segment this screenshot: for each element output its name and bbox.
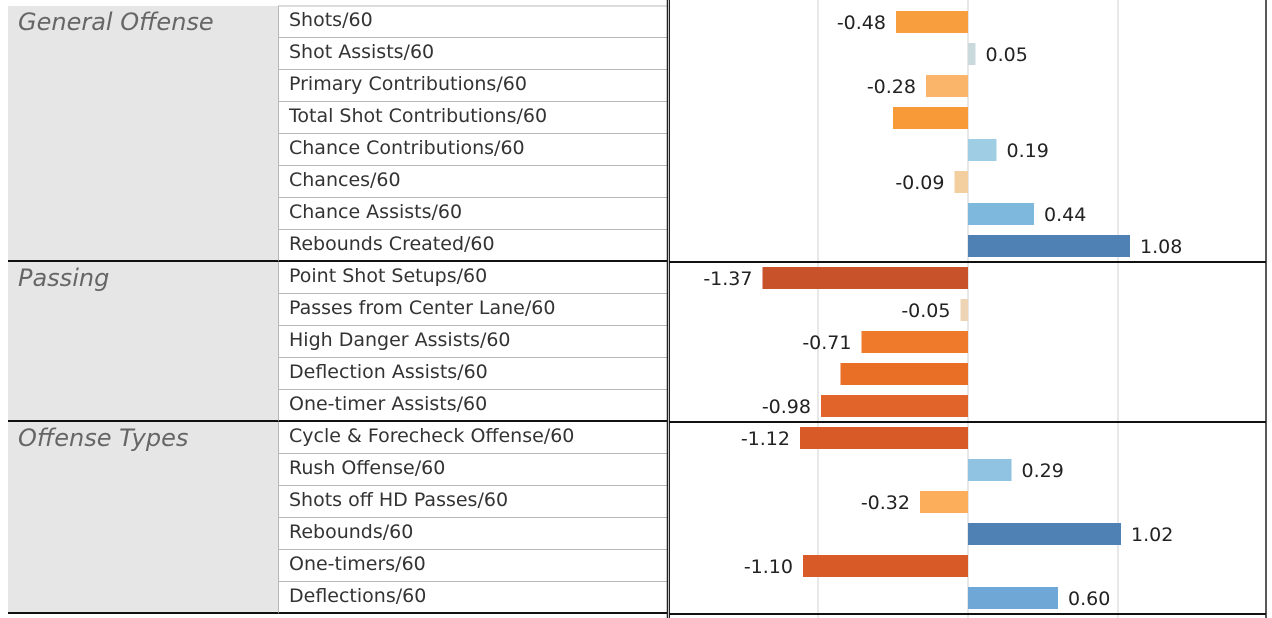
bar <box>861 331 968 353</box>
bar <box>968 235 1130 257</box>
bar <box>803 555 968 577</box>
metric-label: Point Shot Setups/60 <box>289 265 488 287</box>
bar <box>926 75 968 97</box>
metric-label: One-timer Assists/60 <box>289 393 488 415</box>
metric-label: Passes from Center Lane/60 <box>289 297 556 319</box>
metric-label: Cycle & Forecheck Offense/60 <box>289 425 575 447</box>
metric-row: Deflection Assists/60 <box>278 358 667 390</box>
metric-row: Point Shot Setups/60 <box>278 262 667 294</box>
metric-label: Rebounds/60 <box>289 521 414 543</box>
group-label: Offense Types <box>18 424 189 452</box>
bar <box>920 491 968 513</box>
metric-row: Primary Contributions/60 <box>278 70 667 102</box>
metric-label: Primary Contributions/60 <box>289 73 527 95</box>
metric-label: Chance Assists/60 <box>289 201 463 223</box>
bar <box>762 267 968 289</box>
bar-value-label: -1.10 <box>744 556 793 578</box>
metric-label: Rebounds Created/60 <box>289 233 495 255</box>
bar <box>968 459 1012 481</box>
bar-value-label: -0.48 <box>837 12 886 34</box>
group-label: Passing <box>18 264 110 292</box>
bar <box>954 171 968 193</box>
metric-label: Shot Assists/60 <box>289 41 435 63</box>
bar-value-label: -0.28 <box>867 76 916 98</box>
metric-row: Chance Assists/60 <box>278 198 667 230</box>
bar-value-label: -0.98 <box>762 396 811 418</box>
metric-row: High Danger Assists/60 <box>278 326 667 358</box>
metric-row: One-timers/60 <box>278 550 667 582</box>
bar <box>968 203 1034 225</box>
bar <box>840 363 968 385</box>
bar <box>800 427 968 449</box>
metric-label: Total Shot Contributions/60 <box>289 105 548 127</box>
bar <box>968 43 976 65</box>
bar-value-label: -1.12 <box>741 428 790 450</box>
metric-row: One-timer Assists/60 <box>278 390 667 422</box>
metric-row: Cycle & Forecheck Offense/60 <box>278 422 667 454</box>
bar-value-label: -0.05 <box>901 300 950 322</box>
bar-value-label: 0.29 <box>1022 460 1064 482</box>
bar-value-label: -0.71 <box>802 332 851 354</box>
bar-value-label: 1.02 <box>1131 524 1173 546</box>
metric-label: Shots/60 <box>289 9 373 31</box>
metric-label: Rush Offense/60 <box>289 457 446 479</box>
metric-label: High Danger Assists/60 <box>289 329 511 351</box>
bar <box>893 107 968 129</box>
group-cell: Passing <box>8 262 278 422</box>
metric-label: Chance Contributions/60 <box>289 137 525 159</box>
metric-row: Passes from Center Lane/60 <box>278 294 667 326</box>
metric-row: Rebounds Created/60 <box>278 230 667 262</box>
metric-label: One-timers/60 <box>289 553 426 575</box>
bar-value-label: 0.44 <box>1044 204 1086 226</box>
metric-row: Rebounds/60 <box>278 518 667 550</box>
metric-row: Total Shot Contributions/60 <box>278 102 667 134</box>
metric-label: Deflection Assists/60 <box>289 361 488 383</box>
group-label: General Offense <box>18 8 214 36</box>
bar <box>821 395 968 417</box>
metric-row: Chance Contributions/60 <box>278 134 667 166</box>
bar-value-label: 0.05 <box>986 44 1028 66</box>
bar <box>968 523 1121 545</box>
metric-row: Rush Offense/60 <box>278 454 667 486</box>
metric-label: Shots off HD Passes/60 <box>289 489 509 511</box>
bar-value-label: -1.37 <box>703 268 752 290</box>
bar-value-label: 0.60 <box>1068 588 1110 610</box>
bar-value-label: 1.08 <box>1140 236 1182 258</box>
bar-value-label: 0.19 <box>1007 140 1049 162</box>
bar-value-label: -0.32 <box>861 492 910 514</box>
bar <box>968 587 1058 609</box>
metric-row: Shots/60 <box>278 6 667 38</box>
bar <box>968 139 997 161</box>
metric-label: Chances/60 <box>289 169 401 191</box>
metric-row: Shot Assists/60 <box>278 38 667 70</box>
bar <box>896 11 968 33</box>
metric-row: Chances/60 <box>278 166 667 198</box>
bar-value-label: -0.09 <box>895 172 944 194</box>
group-cell: General Offense <box>8 6 278 262</box>
metric-label: Deflections/60 <box>289 585 427 607</box>
bar <box>960 299 968 321</box>
group-cell: Offense Types <box>8 422 278 614</box>
metric-row: Shots off HD Passes/60 <box>278 486 667 518</box>
metric-row: Deflections/60 <box>278 582 667 614</box>
